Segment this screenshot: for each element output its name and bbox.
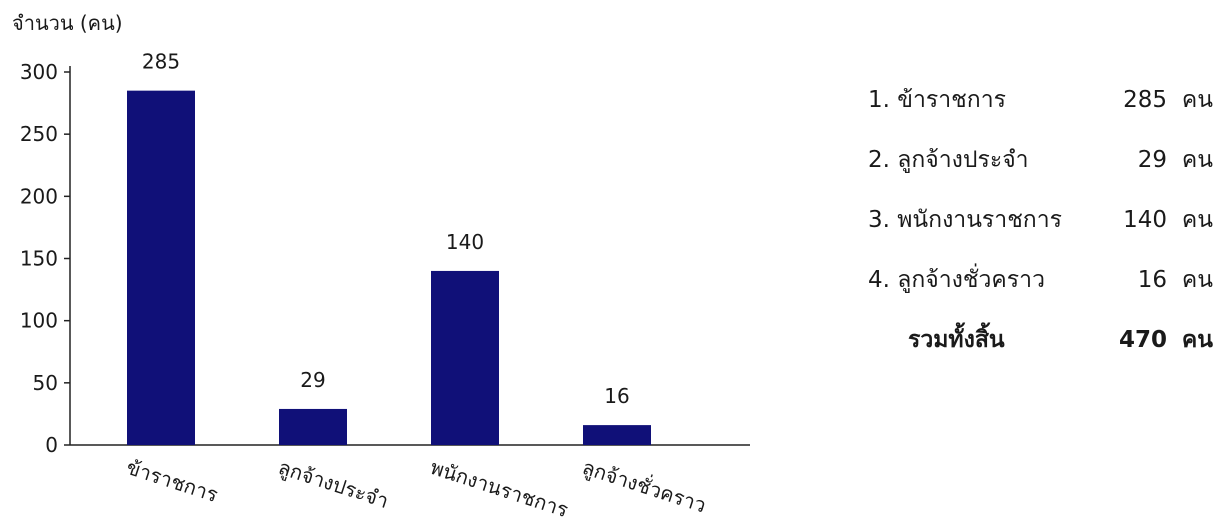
y-tick-label: 100 [20, 309, 58, 333]
summary-item-value: 140 [1123, 207, 1167, 233]
y-tick-label: 150 [20, 247, 58, 271]
y-axis-title: จำนวน (คน) [12, 11, 123, 35]
bar-chart-svg: จำนวน (คน) 0 50 100 150 200 250 300 285 29 140 16… [12, 11, 750, 522]
summary-total-row: รวมทั้งสิ้น 470 คน [868, 322, 1213, 382]
x-tick-label: พนักงานราชการ [427, 455, 571, 522]
summary-row: 2. ลูกจ้างประจำ 29 คน [868, 142, 1213, 202]
data-label: 285 [142, 50, 180, 74]
y-tick-label: 50 [33, 371, 58, 395]
y-axis-ticks: 0 50 100 150 200 250 300 [20, 60, 70, 457]
summary-total-label: รวมทั้งสิ้น [908, 327, 1005, 353]
summary-item-value: 29 [1137, 147, 1167, 173]
bar-chart: จำนวน (คน) 0 50 100 150 200 250 300 285 29 140 16… [12, 11, 750, 522]
bars [127, 90, 651, 446]
summary-item-label: 2. ลูกจ้างประจำ [868, 147, 1029, 173]
summary-total-unit: คน [1181, 327, 1213, 353]
summary-item-value: 16 [1137, 267, 1167, 293]
summary-item-label: 3. พนักงานราชการ [868, 207, 1063, 233]
x-tick-label: ลูกจ้างประจำ [275, 455, 391, 514]
y-tick-label: 300 [20, 60, 58, 84]
data-labels: 285 29 140 16 [142, 50, 630, 408]
summary-item-label: 1. ข้าราชการ [868, 87, 1006, 113]
summary-row: 1. ข้าราชการ 285 คน [868, 82, 1213, 142]
summary-item-value: 285 [1123, 87, 1167, 113]
x-tick-label: ลูกจ้างชั่วคราว [579, 453, 710, 518]
bar [431, 270, 499, 445]
y-tick-label: 0 [45, 433, 58, 457]
summary-item-unit: คน [1181, 207, 1213, 233]
data-label: 16 [604, 384, 629, 408]
summary-item-unit: คน [1181, 267, 1213, 293]
bar [279, 408, 347, 445]
x-axis-labels: ข้าราชการ ลูกจ้างประจำ พนักงานราชการ ลูกจ้า… [123, 453, 709, 522]
data-label: 140 [446, 230, 484, 254]
bar [583, 425, 651, 445]
y-tick-label: 250 [20, 122, 58, 146]
summary-item-unit: คน [1181, 87, 1213, 113]
bar [127, 90, 195, 446]
summary-item-unit: คน [1181, 147, 1213, 173]
y-tick-label: 200 [20, 184, 58, 208]
summary-row: 3. พนักงานราชการ 140 คน [868, 202, 1213, 262]
summary-row: 4. ลูกจ้างชั่วคราว 16 คน [868, 262, 1213, 322]
summary-table: 1. ข้าราชการ 285 คน 2. ลูกจ้างประจำ 29 ค… [868, 82, 1213, 382]
summary-item-label: 4. ลูกจ้างชั่วคราว [868, 267, 1045, 293]
summary-total-value: 470 [1118, 327, 1167, 353]
data-label: 29 [300, 368, 325, 392]
x-tick-label: ข้าราชการ [123, 455, 221, 507]
